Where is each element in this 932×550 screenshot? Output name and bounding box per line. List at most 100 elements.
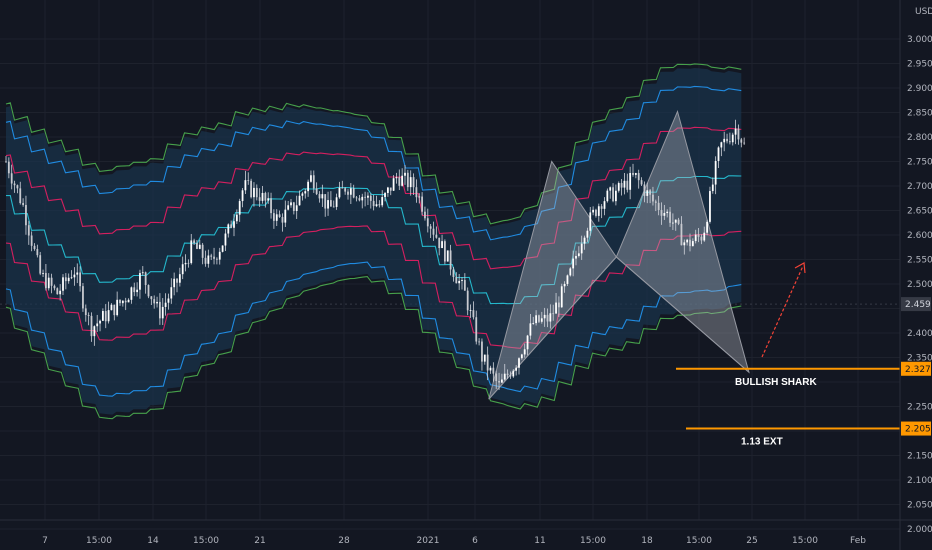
candle-body <box>258 197 261 201</box>
level-price-text: 2.327 <box>905 365 931 375</box>
time-axis[interactable]: 7 15:00 14 15:00 21 28 2021 6 11 15:00 18 15:00 25 15… <box>42 536 866 546</box>
candle-body <box>501 379 503 383</box>
candle-body <box>540 318 543 322</box>
candle-body <box>743 142 746 144</box>
candle-body <box>683 242 686 246</box>
candle-body <box>119 299 121 304</box>
candle-body <box>609 187 612 191</box>
candle-body <box>156 301 158 304</box>
y-tick-label: 2.000 <box>907 525 932 535</box>
annotations: BULLISH SHARK 1.13 EXT <box>676 262 900 448</box>
y-tick-label: 2.800 <box>907 133 932 143</box>
candle-body <box>555 302 557 314</box>
candle-body <box>643 184 646 196</box>
candle-body <box>597 206 600 216</box>
candle-body <box>472 310 475 318</box>
candle-body <box>47 277 50 289</box>
candle-body <box>275 214 278 221</box>
y-tick-label: 2.500 <box>907 280 932 290</box>
candle-body <box>33 245 36 250</box>
candle-body <box>87 314 90 316</box>
candle-body <box>50 277 53 286</box>
candle-body <box>204 257 207 264</box>
candle-body <box>136 289 138 293</box>
candle-body <box>290 202 292 206</box>
y-tick-label: 2.050 <box>907 501 932 511</box>
candle-body <box>660 210 663 216</box>
candle-body <box>13 183 16 186</box>
candle-body <box>79 272 81 287</box>
candle-body <box>153 299 156 304</box>
band-line <box>5 261 742 397</box>
candle-body <box>104 311 107 322</box>
candle-body <box>355 197 358 199</box>
price-axis[interactable]: USD 3.000 2.950 2.900 2.850 2.800 2.750 2.700 2.… <box>901 7 932 535</box>
candle-body <box>580 243 583 254</box>
x-tick-label: Feb <box>850 536 866 546</box>
candle-body <box>492 367 495 374</box>
candle-body <box>441 241 443 249</box>
candle-body <box>652 194 654 202</box>
candle-body <box>7 161 10 174</box>
candle-body <box>5 161 7 163</box>
candle-body <box>312 175 315 189</box>
candle-body <box>726 138 728 142</box>
candle-body <box>603 201 606 209</box>
candle-body <box>349 188 352 195</box>
candle-body <box>255 187 258 198</box>
candle-body <box>141 272 144 274</box>
candle-body <box>518 358 520 368</box>
candle-body <box>387 187 389 193</box>
candle-body <box>304 191 307 194</box>
candle-body <box>147 285 150 297</box>
candle-body <box>589 212 592 231</box>
y-tick-label: 2.250 <box>907 403 932 413</box>
candle-body <box>321 194 324 199</box>
y-tick-label: 2.750 <box>907 158 932 168</box>
candle-body <box>181 264 184 275</box>
band-line <box>5 175 742 305</box>
candle-body <box>483 354 486 362</box>
candle-body <box>170 287 173 299</box>
candle-body <box>629 173 632 190</box>
candle-body <box>498 381 500 383</box>
candle-body <box>338 187 341 198</box>
candle-body <box>102 311 104 321</box>
candle-body <box>646 190 649 196</box>
candle-body <box>583 237 586 244</box>
candle-body <box>458 280 461 284</box>
candle-body <box>538 315 540 322</box>
x-tick-label: 15:00 <box>792 536 818 546</box>
candle-body <box>566 275 569 284</box>
candle-body <box>45 273 47 289</box>
candle-body <box>298 195 301 206</box>
candle-body <box>697 234 700 237</box>
candle-body <box>216 258 218 260</box>
candle-body <box>127 299 130 303</box>
candle-body <box>720 142 723 148</box>
x-tick-label: 15:00 <box>193 536 219 546</box>
candle-body <box>207 255 210 264</box>
candle-body <box>563 283 566 287</box>
candle-body <box>196 243 198 249</box>
candle-body <box>352 188 355 198</box>
candle-body <box>247 180 250 181</box>
candle-body <box>395 177 398 179</box>
candle-body <box>626 180 629 190</box>
band-fill <box>6 68 742 415</box>
y-tick-label: 2.700 <box>907 182 932 192</box>
candle-body <box>438 237 441 249</box>
candle-body <box>689 239 691 247</box>
candle-body <box>315 188 318 195</box>
candle-body <box>663 213 666 216</box>
candle-body <box>560 286 563 308</box>
candle-body <box>444 241 446 262</box>
candle-body <box>150 296 153 300</box>
candle-body <box>381 196 384 206</box>
candle-body <box>686 239 689 243</box>
y-tick-label: 2.950 <box>907 60 932 70</box>
candle-body <box>384 192 386 197</box>
candle-body <box>734 128 737 135</box>
y-tick-label: 2.900 <box>907 84 932 94</box>
